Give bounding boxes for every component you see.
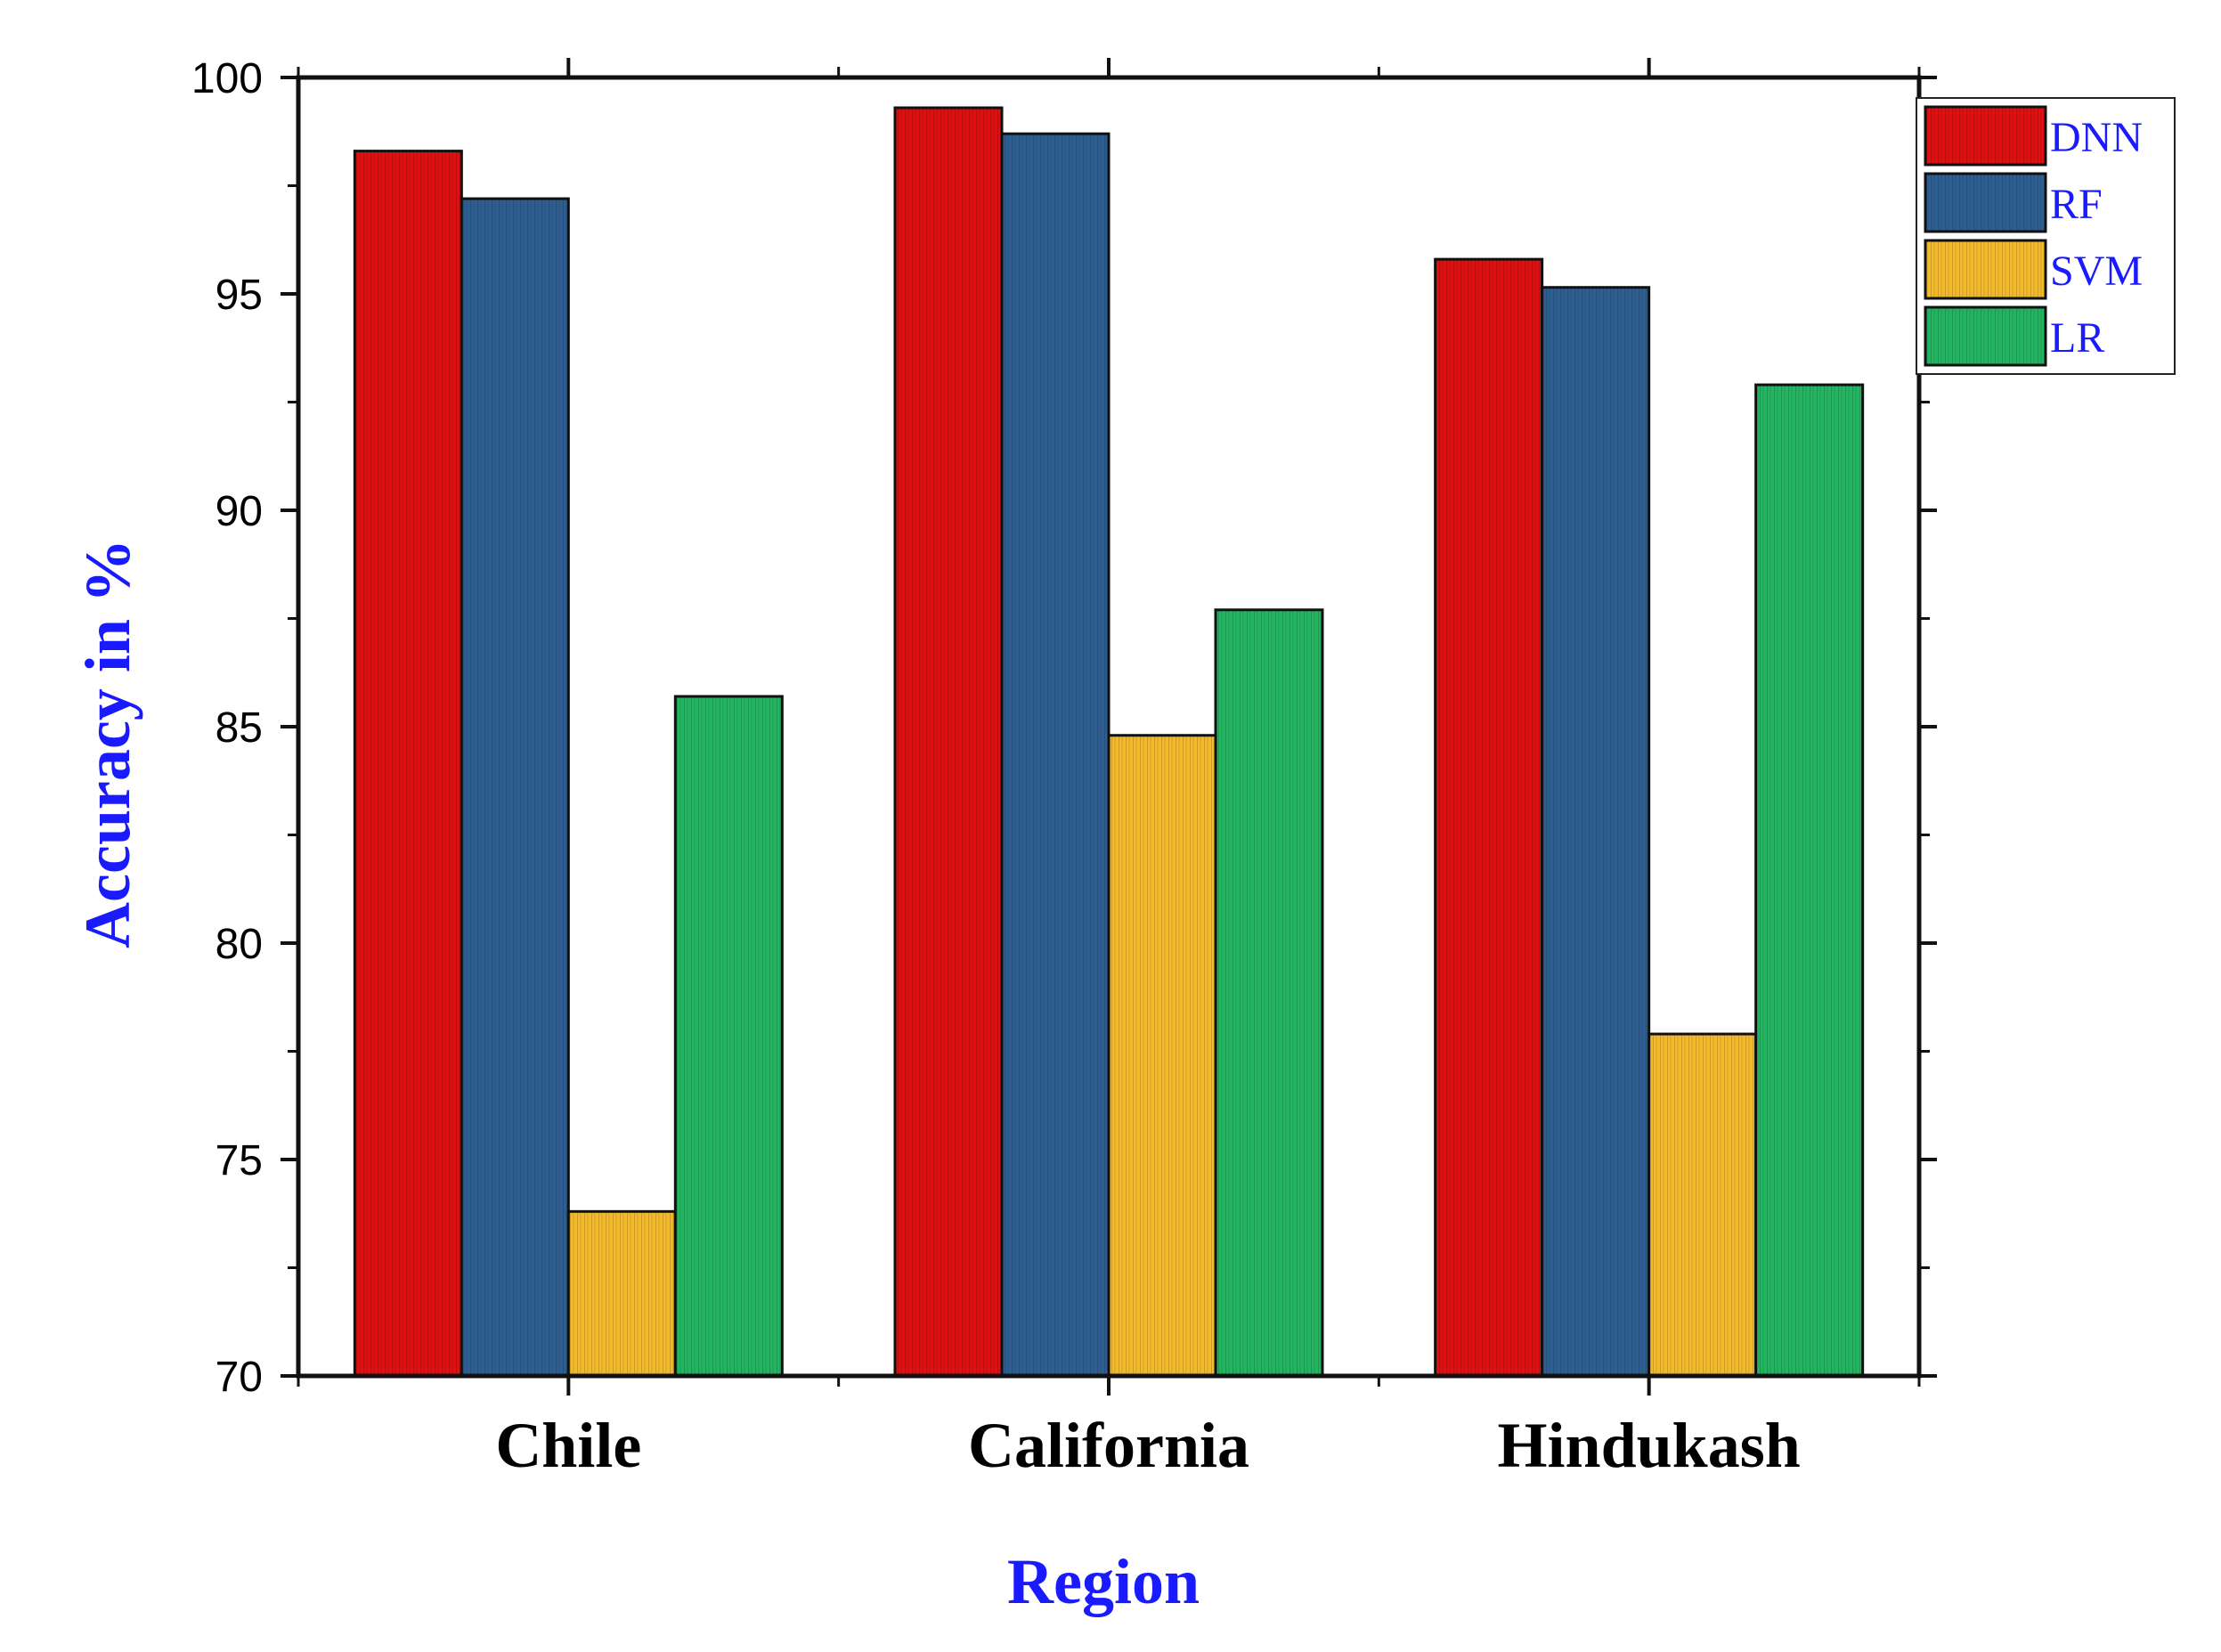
legend-label-lr: LR: [2050, 314, 2104, 362]
legend: DNN RF SVM LR: [1916, 97, 2176, 375]
x-category-label: Chile: [495, 1410, 641, 1481]
y-axis-title: Accuracy in %: [72, 539, 143, 948]
legend-label-dnn: DNN: [2050, 114, 2143, 161]
bar-texture: [1648, 1034, 1756, 1376]
bar-texture: [354, 151, 462, 1376]
legend-swatch-texture: [1925, 240, 2046, 298]
y-tick-label: 85: [216, 704, 263, 752]
bar-texture: [675, 696, 783, 1376]
x-category-label: Hindukash: [1498, 1410, 1801, 1481]
legend-label-svm: SVM: [2050, 248, 2143, 295]
legend-swatch-texture: [1925, 107, 2046, 165]
x-axis-title: Region: [1007, 1546, 1200, 1617]
bars-layer: [353, 106, 1865, 1378]
bar-texture: [1435, 259, 1542, 1376]
bar-texture: [1542, 287, 1649, 1377]
y-tick-label: 95: [216, 272, 263, 319]
y-tick-label: 100: [191, 55, 263, 102]
legend-swatch-texture: [1925, 307, 2046, 365]
bar-texture: [895, 108, 1002, 1376]
y-tick-label: 75: [216, 1137, 263, 1184]
bar-texture: [1755, 385, 1863, 1376]
legend-swatch-texture: [1925, 174, 2046, 232]
y-tick-label: 90: [216, 488, 263, 535]
x-category-label: California: [968, 1410, 1249, 1481]
bar-texture: [1216, 609, 1322, 1376]
bar-texture: [568, 1211, 676, 1376]
legend-label-rf: RF: [2050, 181, 2103, 228]
bar-texture: [1002, 134, 1109, 1377]
bar-texture: [1109, 735, 1216, 1376]
y-tick-label: 70: [216, 1354, 263, 1401]
bar-texture: [461, 199, 569, 1377]
y-tick-label: 80: [216, 921, 263, 968]
ticks-layer: 70 75 80 85 90 95 100 Chile California Hindukash: [191, 55, 1937, 1481]
